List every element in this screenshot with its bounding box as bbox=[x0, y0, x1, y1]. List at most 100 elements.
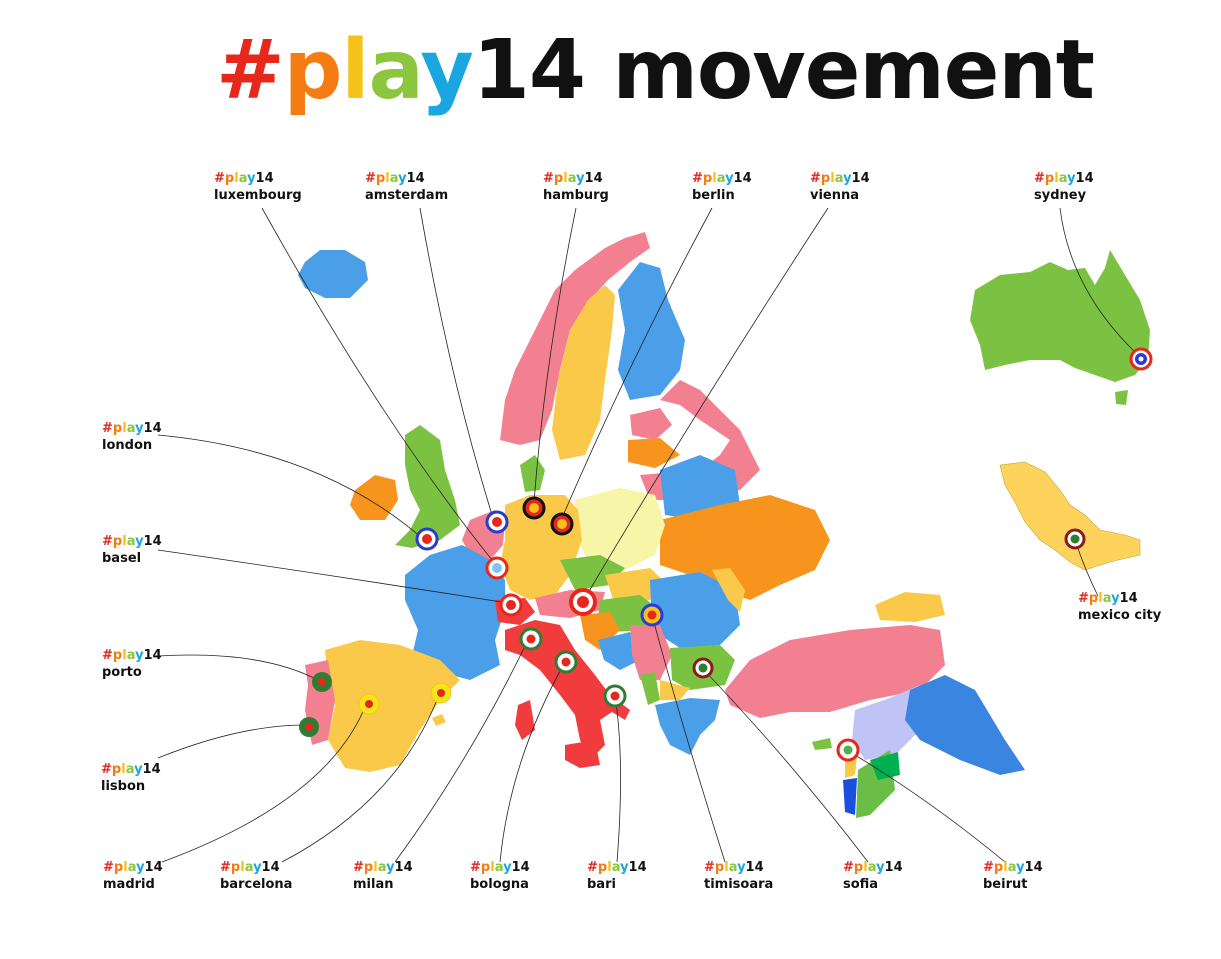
tag-part: a bbox=[1102, 591, 1112, 606]
tag-part: p bbox=[375, 171, 386, 186]
tag-part: y bbox=[135, 648, 144, 663]
event-tag: #play14 bbox=[1078, 591, 1138, 606]
country-poland bbox=[575, 488, 665, 570]
city-name: basel bbox=[102, 551, 142, 566]
leader-bari bbox=[614, 695, 621, 863]
event-tag: #play14 bbox=[587, 860, 647, 875]
tag-part: # bbox=[810, 171, 821, 186]
pin-bologna[interactable] bbox=[554, 650, 578, 674]
pin-mexico-city[interactable] bbox=[1064, 528, 1086, 550]
tag-part: l bbox=[1003, 860, 1008, 875]
country-denmark bbox=[520, 455, 545, 492]
tag-part: # bbox=[214, 171, 225, 186]
tag-part: 14 bbox=[733, 171, 752, 186]
leader-lisbon bbox=[157, 724, 306, 759]
pin-sofia[interactable] bbox=[692, 657, 714, 679]
tag-part: p bbox=[112, 534, 123, 549]
tag-part: l bbox=[724, 860, 729, 875]
leader-beirut bbox=[849, 751, 1006, 863]
pin-bari[interactable] bbox=[603, 684, 627, 708]
tag-part: 14 bbox=[628, 860, 647, 875]
tag-part: l bbox=[830, 171, 835, 186]
tag-part: y bbox=[136, 860, 145, 875]
tag-part: l bbox=[122, 648, 127, 663]
pin-berlin[interactable] bbox=[550, 512, 574, 536]
pin-beirut[interactable] bbox=[836, 738, 860, 762]
tag-part: l bbox=[863, 860, 868, 875]
tag-part: 14 bbox=[884, 860, 903, 875]
pin-timisoara[interactable] bbox=[640, 603, 664, 627]
tag-part: 14 bbox=[143, 648, 162, 663]
country-macedonia bbox=[660, 680, 690, 700]
city-name: amsterdam bbox=[365, 188, 449, 203]
tag-part: a bbox=[611, 860, 621, 875]
country-spain bbox=[325, 640, 460, 772]
tag-part: p bbox=[1044, 171, 1055, 186]
leader-london bbox=[157, 434, 423, 539]
event-tag: #play14 bbox=[843, 860, 903, 875]
title-l: l bbox=[341, 23, 369, 118]
label-mexico-city: #play14 mexico city bbox=[1078, 590, 1161, 624]
city-name: hamburg bbox=[543, 188, 609, 203]
country-uk bbox=[395, 425, 460, 548]
tag-part: y bbox=[576, 171, 585, 186]
title-hash: # bbox=[216, 23, 285, 118]
pin-sydney[interactable] bbox=[1129, 347, 1153, 371]
tag-part: # bbox=[102, 648, 113, 663]
pin-london[interactable] bbox=[415, 527, 439, 551]
label-london: #play14 london bbox=[102, 420, 162, 454]
pin-porto[interactable] bbox=[312, 672, 332, 692]
tag-part: # bbox=[1078, 591, 1089, 606]
tag-part: l bbox=[123, 860, 128, 875]
tag-part: y bbox=[386, 860, 395, 875]
tag-part: a bbox=[126, 648, 136, 663]
pin-barcelona[interactable] bbox=[430, 682, 452, 704]
tag-part: p bbox=[553, 171, 564, 186]
tag-part: p bbox=[714, 860, 725, 875]
tag-part: 14 bbox=[1119, 591, 1138, 606]
label-sydney: #play14 sydney bbox=[1034, 170, 1094, 204]
tag-part: y bbox=[1016, 860, 1025, 875]
country-france bbox=[405, 545, 505, 680]
tag-part: y bbox=[725, 171, 734, 186]
tag-part: l bbox=[1098, 591, 1103, 606]
leader-hamburg bbox=[533, 207, 577, 503]
tag-part: # bbox=[843, 860, 854, 875]
leader-basel bbox=[157, 549, 509, 604]
tag-part: a bbox=[494, 860, 504, 875]
event-tag: #play14 bbox=[543, 171, 603, 186]
event-tag: #play14 bbox=[102, 421, 162, 436]
tag-part: 14 bbox=[511, 860, 530, 875]
pin-milan[interactable] bbox=[519, 627, 543, 651]
country-iraq bbox=[905, 675, 1025, 775]
page-title: #play14 movement bbox=[216, 30, 1095, 112]
label-vienna: #play14 vienna bbox=[810, 170, 870, 204]
pin-basel[interactable] bbox=[499, 593, 523, 617]
leader-sydney bbox=[1059, 207, 1139, 356]
tag-part: a bbox=[126, 534, 136, 549]
country-balearics bbox=[432, 714, 446, 726]
tag-part: a bbox=[1007, 860, 1017, 875]
pin-amsterdam[interactable] bbox=[485, 510, 509, 534]
event-tag: #play14 bbox=[102, 648, 162, 663]
tag-part: 14 bbox=[1075, 171, 1094, 186]
pin-luxembourg[interactable] bbox=[485, 556, 509, 580]
pin-hamburg[interactable] bbox=[522, 496, 546, 520]
pin-lisbon[interactable] bbox=[299, 717, 319, 737]
country-georgia bbox=[875, 592, 945, 622]
tag-part: a bbox=[125, 762, 135, 777]
country-albania bbox=[640, 672, 660, 705]
pin-madrid[interactable] bbox=[358, 693, 380, 715]
tag-part: 14 bbox=[851, 171, 870, 186]
tag-part: a bbox=[716, 171, 726, 186]
tag-part: l bbox=[122, 534, 127, 549]
tag-part: 14 bbox=[1024, 860, 1043, 875]
label-lisbon: #play14 lisbon bbox=[101, 761, 161, 795]
tag-part: p bbox=[111, 762, 122, 777]
event-tag: #play14 bbox=[470, 860, 530, 875]
tag-part: y bbox=[620, 860, 629, 875]
tag-part: a bbox=[567, 171, 577, 186]
pin-vienna[interactable] bbox=[569, 588, 597, 616]
city-name: milan bbox=[353, 877, 394, 892]
leader-sofia bbox=[701, 667, 869, 863]
